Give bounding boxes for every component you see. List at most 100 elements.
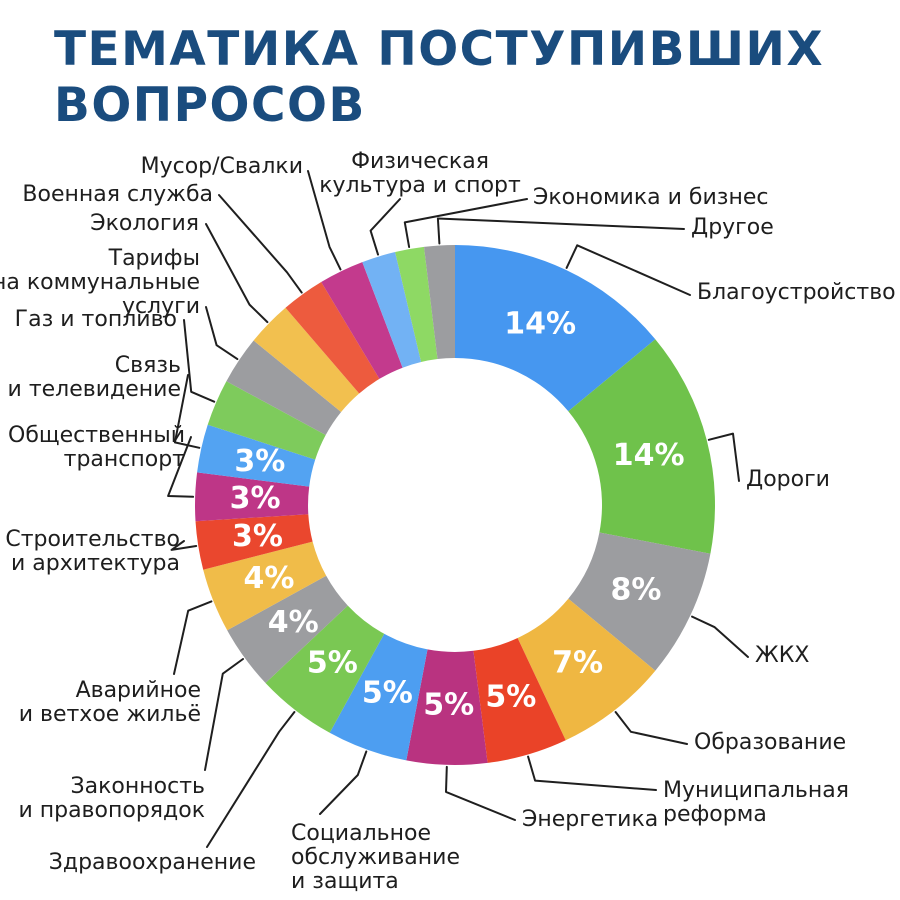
callout-label: Экономика и бизнес [533,185,769,210]
segment-pct-label: 5% [362,676,413,711]
callout-label: Связь и телевидение [7,353,181,403]
callout-label-line: Военная служба [22,182,213,207]
callout-label-line: транспорт [63,447,185,473]
callout-label-line: Тарифы [108,246,200,271]
callout-label-line: на коммунальные [0,270,200,296]
callout-label: Законность и правопорядок [18,774,205,824]
callout-label-line: реформа [663,802,767,828]
leader-line [206,711,296,848]
callout-label: Газ и топливо [14,307,177,332]
leader-line [403,198,528,248]
donut-segment [455,245,656,412]
segment-pct-label: 5% [485,680,536,715]
segment-pct-label: 5% [307,646,358,681]
callout-label-line: ЖКХ [755,643,810,668]
callout-label: Физическая культура и спорт [319,149,521,199]
segment-pct-label: 3% [230,481,281,516]
callout-label-line: Экология [90,211,199,236]
callout-label-line: Связь [114,353,181,378]
donut-segment [362,252,422,368]
title-line-1: ТЕМАТИКА ПОСТУПИВШИХ [54,22,825,77]
callout-label: Энергетика [522,807,658,832]
donut-segment [227,575,348,683]
callout-label: ЖКХ [755,643,810,668]
callout-label: Другое [691,215,774,240]
callout-label-line: Благоустройство [697,280,896,305]
callout-label-line: культура и спорт [319,173,521,199]
donut-segment [321,262,403,379]
callout-label-line: Другое [691,215,774,240]
segment-pct-label: 4% [268,605,319,640]
callout-label-line: и правопорядок [18,798,205,824]
callout-label: Экология [90,211,199,236]
segment-pct-label: 14% [613,438,685,473]
donut-segment [253,307,360,412]
callout-label-line: и защита [291,869,399,895]
donut-segment [203,541,327,631]
leader-line [369,198,401,256]
donut-segment [195,472,310,522]
donut-segment [329,633,428,761]
leader-line [565,244,691,296]
segment-pct-label: 5% [423,687,474,722]
callout-label: Благоустройство [697,280,896,305]
callout-label-line: Образование [694,730,847,755]
donut-segment [517,598,656,741]
leader-line [167,436,195,498]
callout-label-line: и ветхое жильё [18,702,201,728]
title-line-2: ВОПРОСОВ [54,78,366,134]
leader-line [183,319,216,403]
donut-segment [473,638,566,763]
callout-label-line: Общественный [8,423,185,448]
leader-line [173,374,201,449]
leader-line [170,540,198,551]
callout-label-line: Здравоохранение [48,850,256,875]
callout-label-line: Социальное [291,821,431,846]
callout-label-line: Законность [70,774,205,799]
leader-line [173,600,213,675]
callout-label: Тарифы на коммунальные услуги [0,246,200,320]
donut-segment [424,245,455,359]
leader-line [307,170,342,271]
callout-label-line: Газ и топливо [14,307,177,332]
leader-line [527,755,657,791]
callout-label-line: услуги [121,294,200,320]
callout-label: Строительство и архитектура [5,527,180,577]
donut-segment [226,340,342,435]
leader-line [707,432,740,482]
callout-label: Муниципальная реформа [663,778,849,828]
callout-label-line: и телевидение [7,377,181,403]
callout-label: Военная служба [22,182,213,207]
leader-line [204,658,244,771]
donut-segment [568,339,715,554]
donut-segment [195,514,313,570]
callout-label: Общественный транспорт [8,423,185,473]
donut-segment [207,381,326,460]
leader-line [614,711,688,745]
callout-label: Мусор/Свалки [141,154,303,179]
callout-label-line: Аварийное [75,678,201,703]
leader-line [436,217,685,245]
donut-segment [406,649,488,765]
donut-segment [568,532,711,671]
leader-line [319,750,368,815]
segment-pct-label: 14% [504,307,576,342]
leader-line [205,306,239,361]
segment-pct-label: 7% [552,646,603,681]
callout-label: Аварийное и ветхое жильё [18,678,201,728]
callout-label-line: Строительство [5,527,180,552]
callout-label-line: Экономика и бизнес [533,185,769,210]
segment-pct-label: 8% [611,573,662,608]
callout-label-line: и архитектура [11,551,180,577]
callout-label: Дороги [746,467,830,492]
segment-pct-label: 4% [244,561,295,596]
callout-label: Образование [694,730,847,755]
leader-line [218,194,303,294]
donut-segment [197,424,316,487]
callout-label-line: Дороги [746,467,830,492]
leader-line [691,615,749,658]
segment-pct-label: 3% [232,519,283,554]
donut-segment [265,605,385,733]
